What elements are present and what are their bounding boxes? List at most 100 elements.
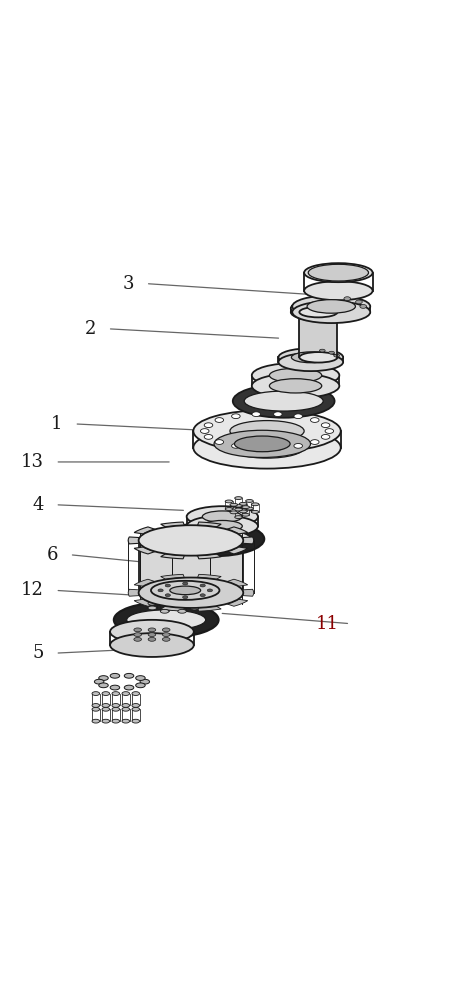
Ellipse shape bbox=[359, 305, 366, 308]
Ellipse shape bbox=[290, 303, 355, 321]
Ellipse shape bbox=[148, 592, 156, 596]
Ellipse shape bbox=[299, 307, 337, 317]
Ellipse shape bbox=[304, 263, 372, 282]
Ellipse shape bbox=[190, 597, 198, 600]
Ellipse shape bbox=[225, 500, 232, 503]
Ellipse shape bbox=[229, 511, 237, 514]
Ellipse shape bbox=[112, 719, 119, 723]
Text: 13: 13 bbox=[20, 453, 43, 471]
Ellipse shape bbox=[307, 300, 355, 313]
Ellipse shape bbox=[190, 606, 198, 610]
Polygon shape bbox=[197, 574, 221, 579]
Ellipse shape bbox=[278, 348, 342, 366]
Ellipse shape bbox=[148, 606, 156, 610]
Ellipse shape bbox=[234, 436, 289, 452]
Ellipse shape bbox=[199, 584, 205, 587]
Ellipse shape bbox=[251, 412, 260, 417]
Ellipse shape bbox=[215, 418, 223, 422]
Polygon shape bbox=[160, 606, 184, 611]
Ellipse shape bbox=[299, 352, 337, 363]
Ellipse shape bbox=[176, 529, 250, 549]
Polygon shape bbox=[134, 527, 155, 534]
Ellipse shape bbox=[102, 704, 109, 707]
Ellipse shape bbox=[269, 368, 321, 383]
Ellipse shape bbox=[241, 506, 249, 509]
Polygon shape bbox=[226, 579, 247, 586]
Text: 2: 2 bbox=[84, 320, 96, 338]
Ellipse shape bbox=[231, 414, 239, 419]
Ellipse shape bbox=[190, 592, 198, 596]
Text: 1: 1 bbox=[51, 415, 62, 433]
Ellipse shape bbox=[321, 423, 329, 428]
Ellipse shape bbox=[234, 508, 242, 511]
Ellipse shape bbox=[214, 430, 310, 457]
Text: 5: 5 bbox=[32, 644, 43, 662]
Polygon shape bbox=[226, 547, 247, 554]
Ellipse shape bbox=[134, 637, 141, 641]
Ellipse shape bbox=[202, 520, 242, 532]
Ellipse shape bbox=[251, 373, 338, 398]
Text: 3: 3 bbox=[122, 275, 134, 293]
Ellipse shape bbox=[92, 704, 99, 707]
Ellipse shape bbox=[193, 410, 340, 452]
Ellipse shape bbox=[135, 676, 145, 680]
Polygon shape bbox=[160, 574, 184, 579]
Ellipse shape bbox=[110, 633, 193, 657]
Ellipse shape bbox=[251, 510, 258, 513]
Ellipse shape bbox=[178, 600, 186, 604]
Ellipse shape bbox=[124, 673, 133, 678]
Ellipse shape bbox=[132, 707, 139, 711]
Ellipse shape bbox=[134, 633, 141, 637]
Ellipse shape bbox=[343, 297, 350, 301]
Ellipse shape bbox=[160, 609, 169, 613]
Ellipse shape bbox=[160, 588, 169, 592]
Ellipse shape bbox=[333, 354, 339, 357]
Ellipse shape bbox=[124, 685, 133, 690]
Ellipse shape bbox=[102, 707, 109, 711]
Ellipse shape bbox=[244, 391, 322, 411]
Ellipse shape bbox=[186, 506, 258, 527]
Ellipse shape bbox=[99, 676, 108, 680]
Ellipse shape bbox=[207, 589, 212, 592]
Ellipse shape bbox=[310, 418, 318, 422]
Ellipse shape bbox=[162, 633, 169, 637]
Ellipse shape bbox=[215, 440, 223, 444]
Ellipse shape bbox=[114, 602, 218, 637]
Polygon shape bbox=[197, 606, 221, 611]
Ellipse shape bbox=[232, 384, 334, 418]
Ellipse shape bbox=[151, 581, 219, 600]
Ellipse shape bbox=[160, 598, 169, 602]
Ellipse shape bbox=[186, 516, 258, 537]
Ellipse shape bbox=[92, 719, 99, 723]
Ellipse shape bbox=[140, 679, 149, 684]
Ellipse shape bbox=[162, 628, 169, 632]
Ellipse shape bbox=[291, 352, 329, 363]
Ellipse shape bbox=[204, 423, 212, 428]
Ellipse shape bbox=[251, 503, 258, 506]
Polygon shape bbox=[299, 312, 337, 357]
Ellipse shape bbox=[241, 513, 249, 516]
Ellipse shape bbox=[112, 704, 119, 707]
Ellipse shape bbox=[229, 421, 304, 441]
Ellipse shape bbox=[225, 508, 232, 510]
Ellipse shape bbox=[204, 435, 212, 439]
Ellipse shape bbox=[310, 440, 318, 444]
Polygon shape bbox=[134, 579, 155, 586]
Ellipse shape bbox=[199, 594, 205, 597]
Ellipse shape bbox=[202, 511, 242, 522]
Ellipse shape bbox=[92, 707, 99, 711]
Ellipse shape bbox=[132, 719, 139, 723]
Ellipse shape bbox=[148, 601, 156, 605]
Ellipse shape bbox=[355, 300, 361, 304]
Ellipse shape bbox=[182, 596, 188, 599]
Ellipse shape bbox=[122, 707, 129, 711]
Ellipse shape bbox=[165, 594, 170, 597]
Ellipse shape bbox=[229, 437, 304, 458]
Ellipse shape bbox=[321, 435, 329, 439]
Polygon shape bbox=[197, 554, 221, 559]
Ellipse shape bbox=[127, 610, 205, 630]
Ellipse shape bbox=[122, 719, 129, 723]
Ellipse shape bbox=[94, 679, 104, 684]
Polygon shape bbox=[226, 527, 247, 534]
Ellipse shape bbox=[148, 597, 156, 600]
